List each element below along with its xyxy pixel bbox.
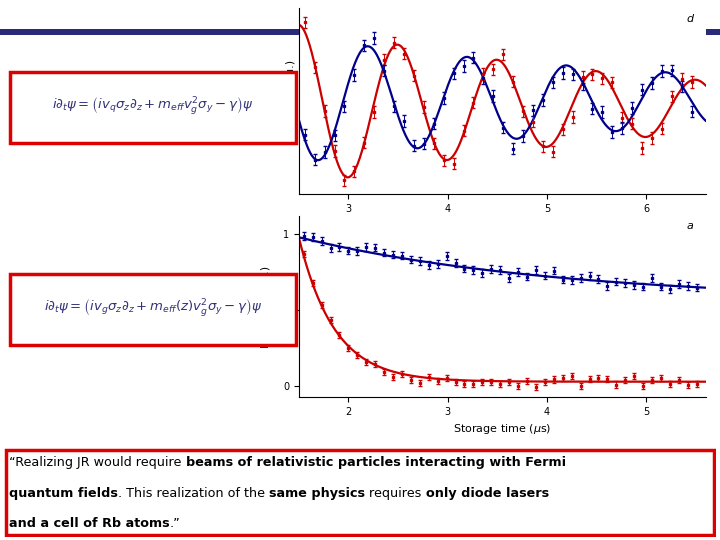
Text: Quantum simulation of Dirac and Jackiw-Rebbi spinor dynamics: Quantum simulation of Dirac and Jackiw-R… [5, 6, 549, 21]
FancyBboxPatch shape [10, 274, 296, 345]
FancyBboxPatch shape [10, 72, 296, 143]
Text: same physics: same physics [269, 487, 365, 500]
Text: $i\partial_t\psi = \left(iv_q\sigma_z\partial_z + m_{eff}v_g^2\sigma_y - \gamma\: $i\partial_t\psi = \left(iv_q\sigma_z\pa… [53, 95, 253, 117]
Y-axis label: Intensity (a.u.): Intensity (a.u.) [286, 60, 296, 143]
Bar [0, 29, 720, 35]
Text: beams of relativistic particles interacting with Fermi: beams of relativistic particles interact… [186, 456, 566, 469]
X-axis label: Storage time ($\mu$s): Storage time ($\mu$s) [453, 422, 552, 436]
Text: .”: .” [170, 517, 181, 530]
FancyBboxPatch shape [6, 450, 714, 535]
Y-axis label: Intensity (a.u.): Intensity (a.u.) [261, 265, 271, 348]
Text: $i\partial_t\psi = \left(iv_g\sigma_z\partial_z + m_{eff}(z)v_g^2\sigma_y - \gam: $i\partial_t\psi = \left(iv_g\sigma_z\pa… [44, 298, 262, 319]
Text: only diode lasers: only diode lasers [426, 487, 549, 500]
X-axis label: Storage time ($\mu$s): Storage time ($\mu$s) [453, 220, 552, 234]
Text: “Realizing JR would require: “Realizing JR would require [9, 456, 186, 469]
Text: a: a [687, 221, 693, 232]
Text: and a cell of Rb atoms: and a cell of Rb atoms [9, 517, 170, 530]
Text: requires: requires [365, 487, 426, 500]
Text: . This realization of the: . This realization of the [118, 487, 269, 500]
Text: quantum fields: quantum fields [9, 487, 118, 500]
Text: d: d [686, 14, 693, 24]
